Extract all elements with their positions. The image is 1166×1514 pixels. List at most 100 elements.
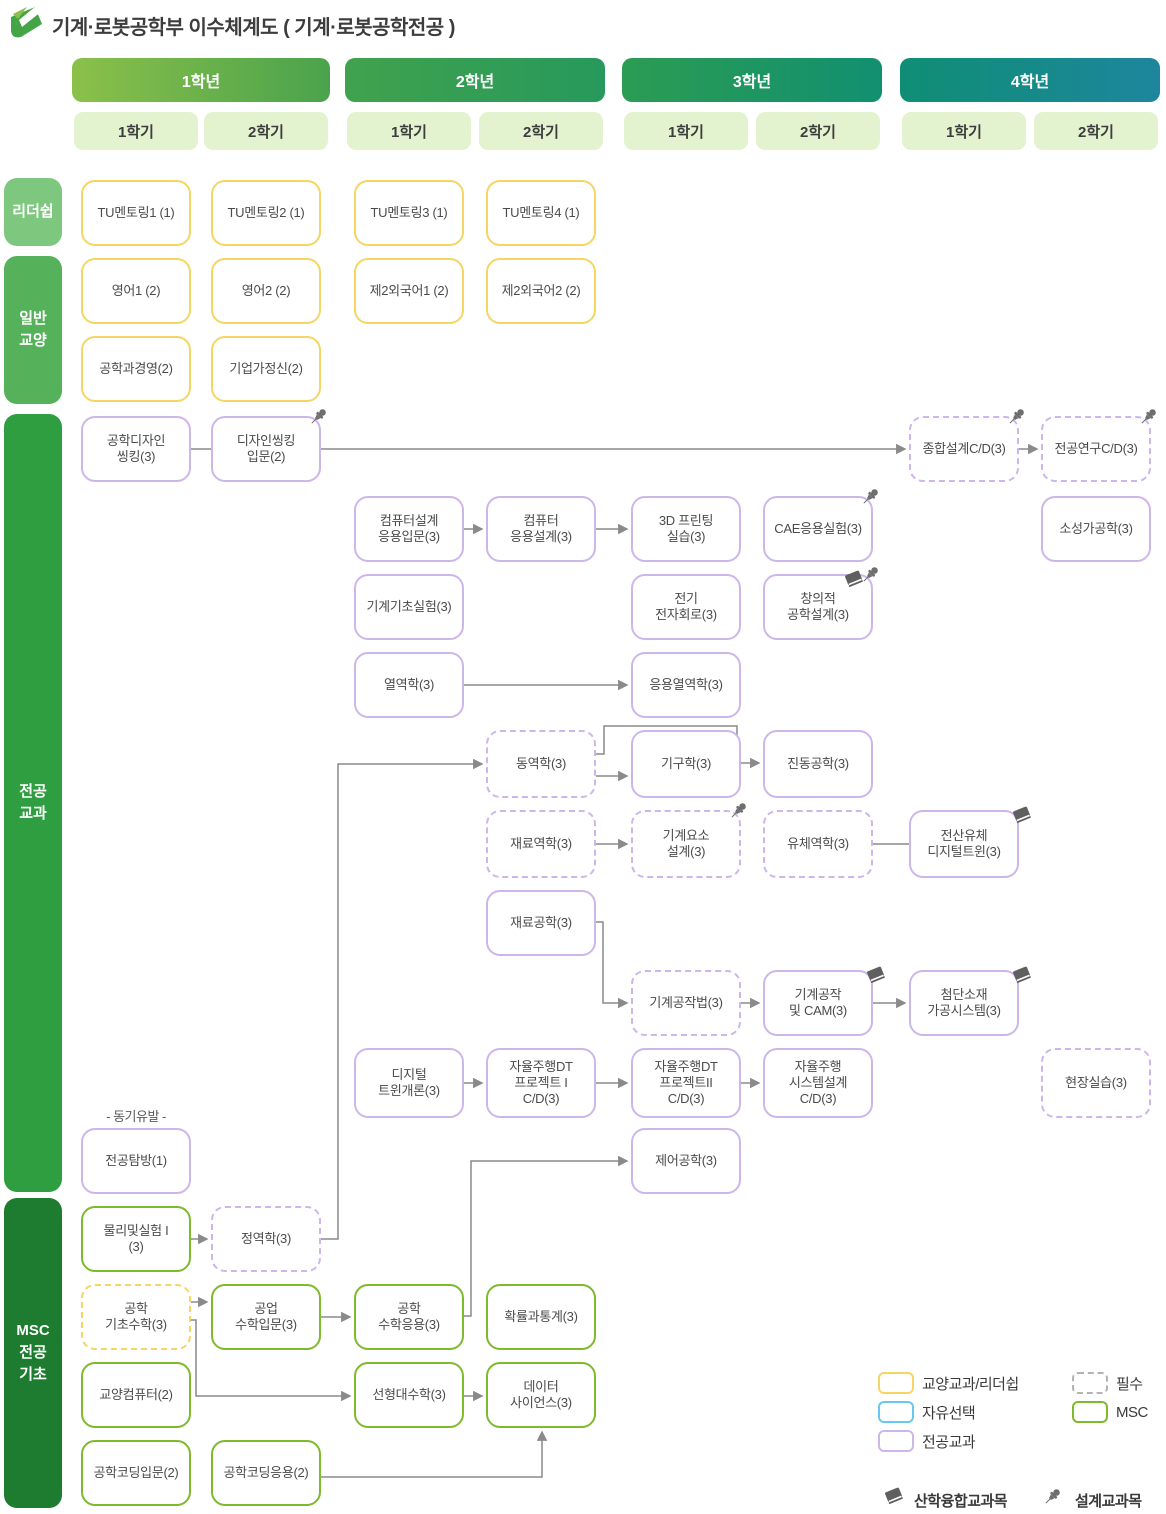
- legend-design-course-label: 설계교과목: [1075, 1492, 1142, 1510]
- course-label-line: 디지털트윈(3): [927, 844, 1001, 859]
- course-major-research-cd: 전공연구C/D(3): [1041, 409, 1156, 482]
- course-intro-engineering-coding: 공학코딩입문(2): [81, 1440, 191, 1506]
- course-label-line: 입문(2): [246, 449, 286, 464]
- pin-icon: [1045, 1489, 1060, 1504]
- course-label-line: 자율주행: [794, 1059, 842, 1074]
- course-fluid-mechanics: 유체역학(3): [763, 810, 873, 878]
- course-label-line: 기계공작: [794, 987, 842, 1002]
- course-label-line: CAE응용실험(3): [774, 521, 862, 536]
- course-physics-and-lab-1: 물리및실험 I (3): [81, 1206, 191, 1272]
- course-mechanisms: 기구학(3): [631, 730, 741, 798]
- course-label-line: 씽킹(3): [116, 449, 156, 464]
- course-label-line: 교양컴퓨터(2): [99, 1387, 173, 1402]
- course-label-line: 가공시스템(3): [927, 1003, 1001, 1018]
- legend-free-choice-label: 자유선택: [922, 1404, 976, 1422]
- course-badges: [859, 486, 881, 512]
- course-label-line: 컴퓨터설계: [379, 513, 439, 528]
- course-badges: [1010, 800, 1031, 830]
- course-label-line: 수학응용(3): [378, 1317, 440, 1332]
- course-creative-engineering-design: 창의적 공학설계(3): [763, 567, 878, 640]
- course-label-line: 기계공작법(3): [649, 995, 723, 1010]
- course-label-line: 공학코딩입문(2): [93, 1465, 179, 1480]
- course-label-line: C/D(3): [522, 1091, 560, 1106]
- course-label-line: 공학: [397, 1301, 421, 1316]
- legend-msc-swatch: [1072, 1401, 1108, 1423]
- course-label-line: 진동공학(3): [787, 756, 849, 771]
- course-label-line: 재료공학(3): [510, 915, 572, 930]
- course-label-line: 창의적: [800, 591, 836, 606]
- course-basic-engineering-math: 공학 기초수학(3): [81, 1284, 191, 1350]
- book-icon: [885, 1487, 903, 1504]
- legend-msc-label: MSC: [1116, 1403, 1148, 1421]
- course-intro-computer-aided-design: 컴퓨터설계 응용입문(3): [354, 496, 464, 562]
- grade-band-2: 2학년: [345, 58, 605, 102]
- course-data-science: 데이터 사이언스(3): [486, 1362, 596, 1428]
- course-label-line: 종합설계C/D(3): [922, 441, 1006, 456]
- course-thermodynamics: 열역학(3): [354, 652, 464, 718]
- pin-icon: [863, 567, 878, 582]
- pin-icon: [1009, 409, 1024, 424]
- course-label-line: 기업가정신(2): [229, 361, 303, 376]
- legend-industry-course-icon: [882, 1486, 906, 1512]
- course-advanced-materials-processing: 첨단소재 가공시스템(3): [909, 966, 1031, 1036]
- course-autonomous-dt-project-1-cd: 자율주행DT 프로젝트 I C/D(3): [486, 1048, 596, 1118]
- course-label-line: 및 CAM(3): [789, 1003, 847, 1018]
- course-intro-design-thinking: 디자인씽킹 입문(2): [211, 409, 326, 482]
- course-label-line: 설계(3): [666, 844, 706, 859]
- sidebar-leadership: 리더쉽: [4, 178, 62, 246]
- course-label-line: 수학입문(3): [235, 1317, 297, 1332]
- course-vibration-engineering: 진동공학(3): [763, 730, 873, 798]
- course-label-line: 확률과통계(3): [504, 1309, 578, 1324]
- course-label-line: 응용입문(3): [378, 529, 440, 544]
- course-major-exploration: 전공탐방(1): [81, 1128, 191, 1194]
- course-tu-mentoring-4: TU멘토링4 (1): [486, 180, 596, 246]
- course-label-line: 제2외국어1 (2): [369, 283, 449, 298]
- course-applied-thermodynamics: 응용열역학(3): [631, 652, 741, 718]
- course-label-line: 전산유체: [940, 828, 988, 843]
- semester-chip-2-2: 2학기: [479, 112, 603, 150]
- motivation-label: - 동기유발 -: [106, 1109, 166, 1124]
- course-machining-and-cam: 기계공작 및 CAM(3): [763, 966, 885, 1036]
- school-logo-icon: [11, 6, 42, 38]
- course-applied-engineering-coding: 공학코딩응용(2): [211, 1440, 321, 1506]
- book-icon: [867, 966, 885, 983]
- course-liberal-computer: 교양컴퓨터(2): [81, 1362, 191, 1428]
- course-badges: [1005, 406, 1027, 432]
- course-tu-mentoring-1: TU멘토링1 (1): [81, 180, 191, 246]
- course-probability-and-statistics: 확률과통계(3): [486, 1284, 596, 1350]
- pin-icon: [731, 803, 746, 818]
- course-label-line: 전기: [674, 591, 698, 606]
- course-autonomous-system-design-cd: 자율주행 시스템설계 C/D(3): [763, 1048, 873, 1118]
- legend-required-swatch: [1072, 1372, 1108, 1394]
- course-label-line: 기계요소: [662, 828, 710, 843]
- course-machine-tooling: 기계공작법(3): [631, 970, 741, 1036]
- course-tu-mentoring-2: TU멘토링2 (1): [211, 180, 321, 246]
- course-3d-printing-practice: 3D 프린팅 실습(3): [631, 496, 741, 562]
- course-label-line: 시스템설계: [788, 1075, 848, 1090]
- course-label-line: TU멘토링2 (1): [227, 205, 305, 220]
- course-label-line: 공학코딩응용(2): [223, 1465, 309, 1480]
- semester-chip-1-2: 2학기: [204, 112, 328, 150]
- course-capstone-design-cd: 종합설계C/D(3): [909, 409, 1024, 482]
- course-badges: [1137, 406, 1159, 432]
- course-machine-element-design: 기계요소 설계(3): [631, 803, 746, 878]
- course-plastic-working: 소성가공학(3): [1041, 496, 1151, 562]
- sidebar-general-education: 일반 교양: [4, 256, 62, 404]
- course-label-line: 응용열역학(3): [649, 677, 723, 692]
- course-second-foreign-language-1: 제2외국어1 (2): [354, 258, 464, 324]
- course-label-line: 사이언스(3): [510, 1395, 572, 1410]
- course-applied-engineering-math: 공학 수학응용(3): [354, 1284, 464, 1350]
- connector-statics-to-dynamics: [321, 758, 484, 1240]
- legend-free-choice-swatch: [878, 1401, 914, 1423]
- connector-materials-to-tooling: [596, 921, 629, 1009]
- course-field-practice: 현장실습(3): [1041, 1048, 1151, 1118]
- course-badges: [842, 564, 881, 594]
- semester-chip-1-1: 1학기: [74, 112, 198, 150]
- course-dynamics: 동역학(3): [486, 730, 596, 798]
- course-computer-aided-design: 컴퓨터 응용설계(3): [486, 496, 596, 562]
- book-icon: [1013, 966, 1031, 983]
- course-mechanics-of-materials: 재료역학(3): [486, 810, 596, 878]
- course-label-line: 유체역학(3): [787, 836, 849, 851]
- course-badges: [1010, 960, 1031, 990]
